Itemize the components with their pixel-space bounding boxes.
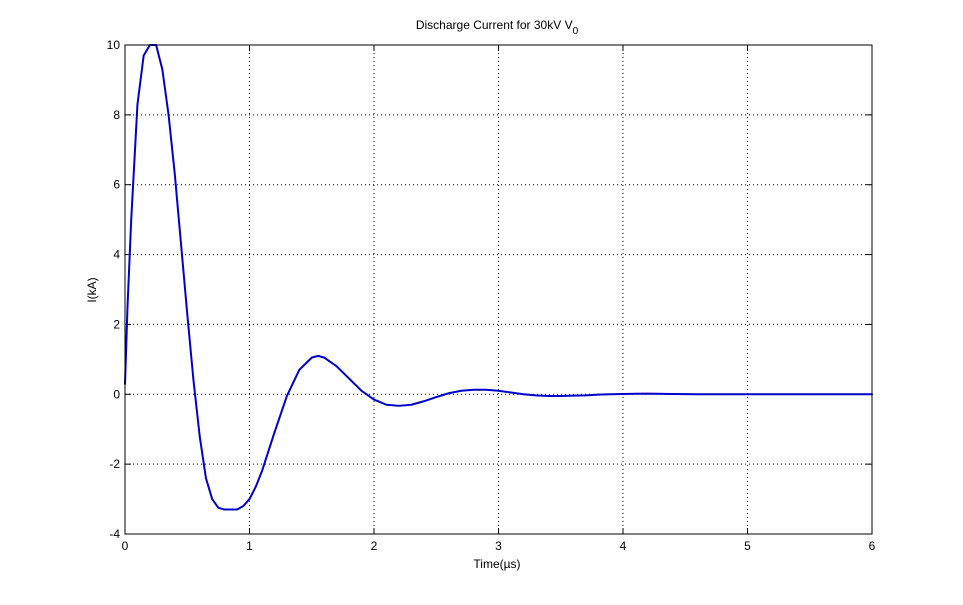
x-tick-label: 0 (122, 539, 129, 553)
y-tick-label: -2 (109, 457, 120, 471)
chart-title-subscript: 0 (573, 26, 579, 37)
data-point (597, 393, 599, 396)
x-tick-label: 3 (495, 539, 502, 553)
data-point (472, 388, 475, 391)
data-point (746, 393, 749, 396)
y-tick-label: 6 (113, 178, 120, 192)
data-point (261, 470, 263, 472)
y-tick-label: 0 (113, 387, 120, 401)
data-point (254, 486, 257, 488)
data-point (217, 507, 220, 509)
data-point (584, 394, 587, 397)
data-point (242, 505, 245, 507)
x-tick-label: 5 (744, 539, 751, 553)
data-point (510, 391, 512, 394)
data-point (460, 389, 462, 392)
data-point (398, 405, 400, 407)
data-point (167, 114, 170, 116)
x-tick-label: 1 (246, 539, 253, 553)
data-point (192, 379, 195, 382)
data-point (161, 68, 164, 71)
data-point (410, 403, 413, 406)
y-tick-label: 10 (107, 38, 121, 52)
data-point (447, 392, 450, 395)
data-point (298, 369, 301, 371)
plot-area (124, 44, 873, 511)
data-point (335, 365, 338, 368)
data-point (360, 389, 363, 392)
data-point (205, 477, 207, 479)
data-point (672, 393, 674, 395)
x-tick-label: 6 (869, 539, 876, 553)
data-point (211, 498, 213, 500)
data-point (622, 393, 624, 395)
data-point (373, 398, 375, 401)
data-point (323, 356, 326, 359)
data-point (317, 355, 319, 357)
tick-labels: 0 1 2 3 4 5 6 -4 -2 0 2 4 6 8 10 (107, 38, 876, 553)
data-point (198, 435, 201, 438)
data-point (273, 431, 276, 434)
data-point (136, 103, 139, 106)
data-point (559, 395, 562, 397)
x-tick-label: 4 (620, 539, 627, 553)
data-point (130, 218, 133, 221)
y-tick-label: 4 (113, 248, 120, 262)
y-tick-label: 2 (113, 317, 120, 331)
grid (125, 45, 872, 534)
data-point (180, 243, 182, 245)
data-point (423, 400, 425, 403)
data-point (385, 403, 388, 406)
data-point (435, 396, 438, 398)
y-axis-label: I(kA) (85, 277, 99, 302)
data-point (497, 389, 500, 392)
data-point (186, 313, 189, 315)
data-point (808, 393, 811, 396)
data-point (310, 356, 313, 359)
x-tick-label: 2 (371, 539, 378, 553)
data-point (535, 394, 537, 397)
data-point (485, 388, 487, 391)
data-point (286, 395, 288, 397)
chart-title: Discharge Current for 30kV V0 (416, 18, 579, 37)
data-point (230, 508, 232, 511)
data-point (721, 393, 724, 396)
data-point (142, 54, 145, 57)
data-point (348, 377, 350, 380)
y-tick-label: 8 (113, 108, 120, 122)
data-point (126, 306, 129, 308)
data-point (572, 394, 574, 397)
data-point (696, 393, 699, 396)
y-tick-label: -4 (109, 527, 120, 541)
data-point (609, 393, 612, 396)
data-point (248, 498, 251, 500)
data-point (522, 393, 525, 396)
x-axis-label: Time(µs) (473, 557, 520, 571)
data-point (236, 508, 238, 511)
data-point (547, 395, 550, 397)
data-point (223, 508, 226, 511)
axes-box (124, 44, 873, 535)
chart-title-main: Discharge Current for 30kV V (416, 18, 573, 32)
data-point (647, 392, 649, 395)
data-point (174, 173, 176, 176)
